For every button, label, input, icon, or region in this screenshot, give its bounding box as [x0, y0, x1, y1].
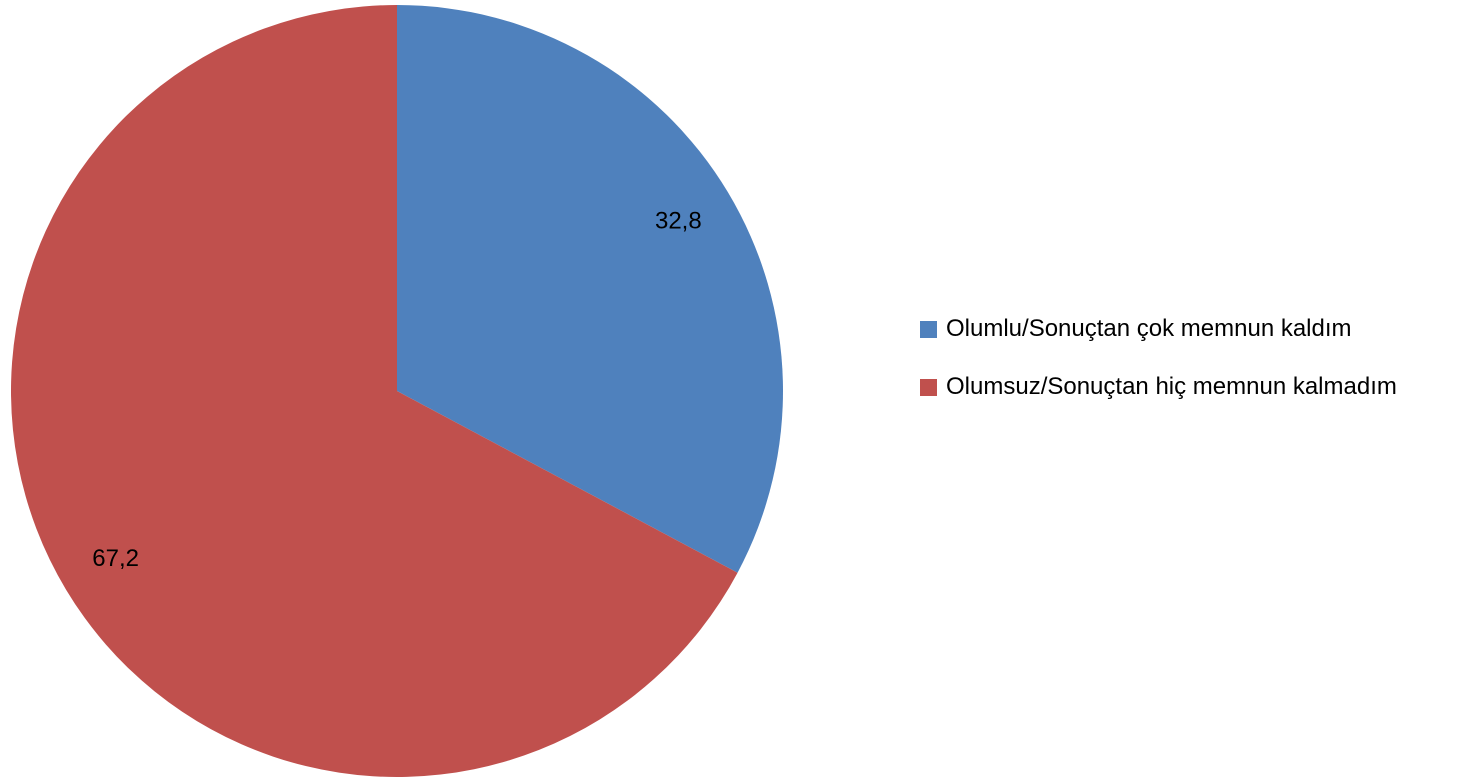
legend-item: Olumsuz/Sonuçtan hiç memnun kalmadım: [920, 370, 1460, 404]
legend-label: Olumsuz/Sonuçtan hiç memnun kalmadım: [946, 373, 1397, 400]
legend-swatch: [920, 321, 937, 338]
pie-slice: [397, 5, 783, 573]
legend-item: Olumlu/Sonuçtan çok memnun kaldım: [920, 312, 1460, 346]
legend-swatch: [920, 379, 937, 396]
legend: Olumlu/Sonuçtan çok memnun kaldım Olumsuz…: [920, 312, 1460, 428]
pie-slice: [10, 5, 738, 778]
data-label: 32,8: [655, 208, 702, 235]
pie-area: 32,8 67,2: [10, 5, 783, 778]
data-label: 67,2: [92, 545, 139, 572]
legend-label: Olumlu/Sonuçtan çok memnun kaldım: [946, 315, 1352, 342]
